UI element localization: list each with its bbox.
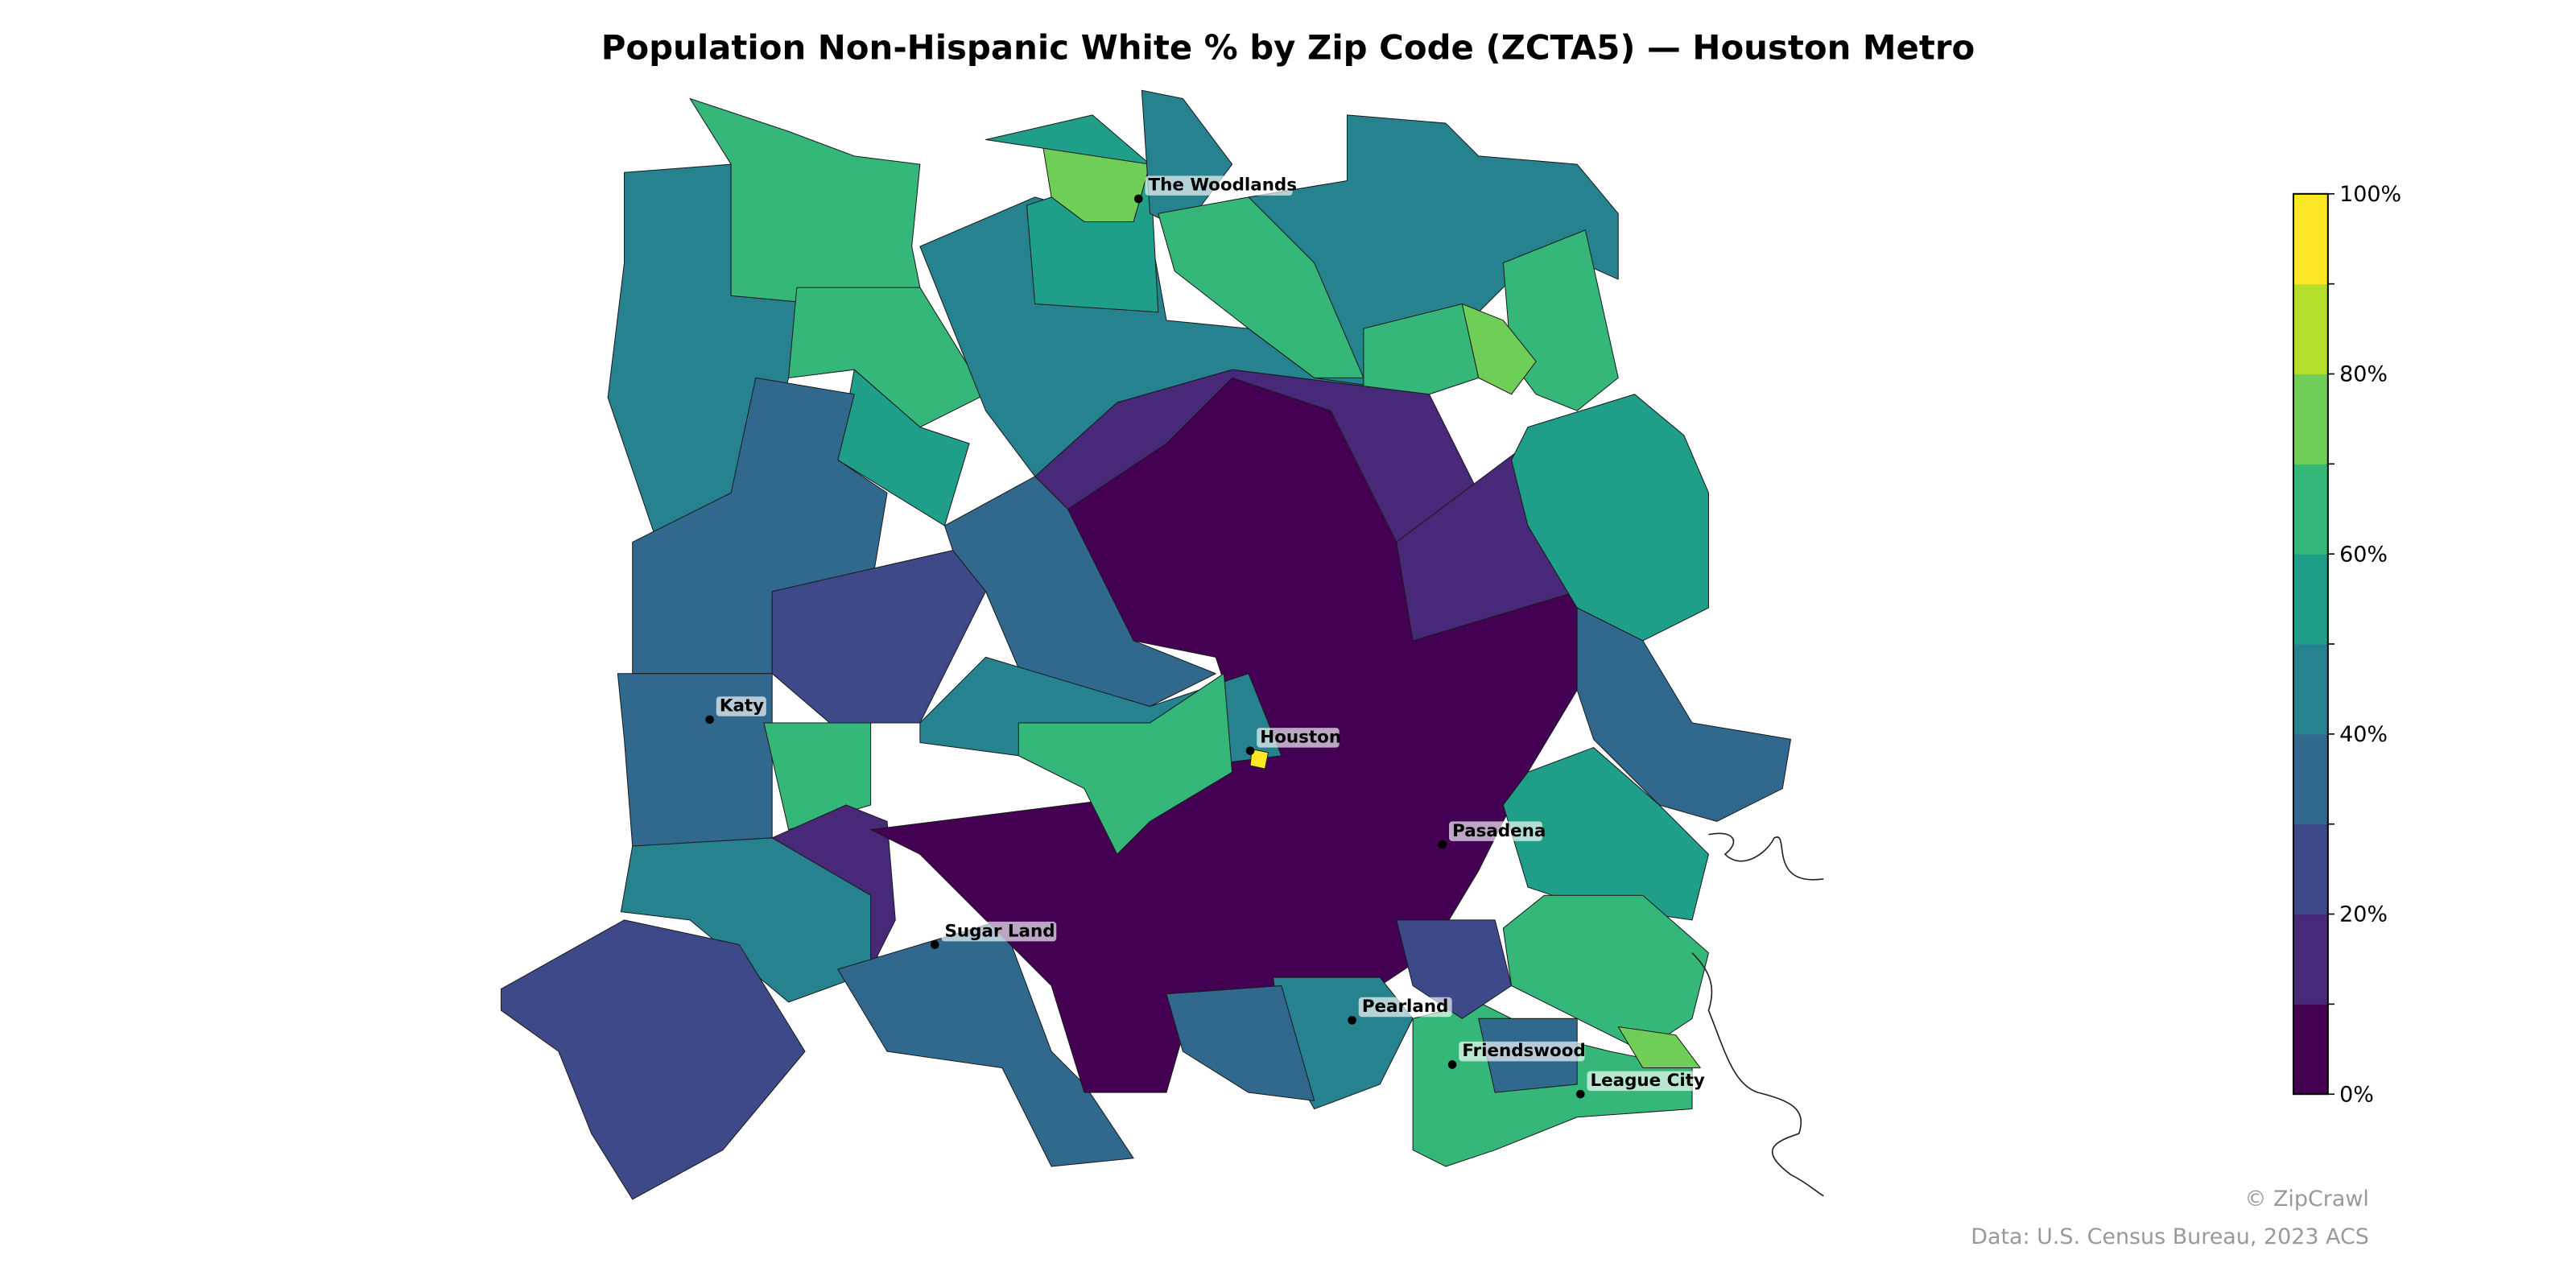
- colorbar-tick-label: 60%: [2339, 542, 2388, 567]
- city-dot: [1447, 1060, 1457, 1069]
- zip-region-atascocita: [1461, 303, 1537, 395]
- zip-region-baytown: [1576, 607, 1791, 822]
- colorbar-bin: [2293, 193, 2328, 285]
- city-dot: [1438, 840, 1447, 849]
- city-marker: Pearland: [1348, 997, 1452, 1025]
- zip-region-inner-loop-green: [1018, 673, 1233, 855]
- city-dot: [705, 715, 714, 724]
- city-label-bg: [1449, 821, 1542, 841]
- city-marker: Katy: [705, 696, 766, 724]
- city-label: Katy: [720, 696, 764, 716]
- zip-polygons: [500, 89, 1791, 1200]
- city-label: Pearland: [1362, 997, 1449, 1017]
- zip-region-southwest-inner: [771, 804, 896, 970]
- city-marker: Sugar Land: [930, 921, 1057, 949]
- zip-region-kemah: [1617, 1026, 1701, 1069]
- city-label: League City: [1591, 1071, 1705, 1091]
- colorbar-tick-label: 40%: [2339, 722, 2388, 747]
- city-dot: [1133, 194, 1143, 204]
- colorbar-bin: [2293, 914, 2328, 1005]
- city-label-bg: [1587, 1071, 1713, 1092]
- city-label-bg: [941, 921, 1057, 942]
- credit-text: © ZipCrawl: [2244, 1187, 2368, 1212]
- colorbar-bin: [2293, 733, 2328, 825]
- city-marker: Houston: [1245, 727, 1341, 755]
- city-label-bg: [1358, 997, 1452, 1018]
- zip-region-north: [689, 97, 921, 305]
- zip-region-downtown: [1249, 749, 1269, 770]
- colorbar-bin: [2293, 283, 2328, 375]
- colorbar-bin: [2293, 464, 2328, 555]
- city-label-bg: [716, 696, 766, 716]
- city-label-bg: [1257, 728, 1340, 748]
- colorbar-tick-label: 80%: [2339, 362, 2388, 387]
- colorbar-bin: [2293, 374, 2328, 464]
- city-label: The Woodlands: [1149, 175, 1297, 196]
- zip-region-south-fort-bend: [837, 919, 1134, 1167]
- city-label: Sugar Land: [944, 921, 1055, 941]
- city-dot: [930, 940, 939, 949]
- city-label: Houston: [1260, 727, 1341, 747]
- city-markers: The Woodlands Katy Houston Pasadena Sugar La…: [705, 175, 1713, 1099]
- zip-region-south-central: [1166, 985, 1315, 1101]
- zip-region-spring-east: [1158, 196, 1364, 378]
- city-label-bg: [1459, 1041, 1585, 1062]
- colorbar-tick-label: 100%: [2339, 182, 2401, 207]
- zip-region-far-southwest: [500, 919, 806, 1200]
- city-marker: The Woodlands: [1133, 175, 1297, 204]
- colorbar-bin: [2293, 644, 2328, 735]
- zip-region-east: [1511, 394, 1709, 642]
- colorbar-bin: [2293, 1004, 2328, 1095]
- colorbar-bin: [2293, 824, 2328, 915]
- city-marker: Friendswood: [1447, 1041, 1586, 1069]
- city-label: Friendswood: [1462, 1041, 1585, 1061]
- source-text: Data: U.S. Census Bureau, 2023 ACS: [1971, 1224, 2369, 1249]
- colorbar-tick-label: 20%: [2339, 902, 2388, 927]
- colorbar-bin: [2293, 554, 2328, 645]
- city-dot: [1245, 746, 1255, 755]
- city-label: Pasadena: [1452, 821, 1546, 841]
- city-marker: League City: [1575, 1071, 1713, 1099]
- coastline: [1691, 832, 1824, 1197]
- zip-region-humble: [1363, 303, 1480, 395]
- chart-title: Population Non-Hispanic White % by Zip C…: [601, 27, 1975, 67]
- colorbar: 0% 20% 40% 60% 80% 100%: [2292, 182, 2401, 1107]
- zip-region-katy-south: [763, 722, 872, 831]
- city-dot: [1348, 1016, 1356, 1025]
- city-label-bg: [1145, 175, 1293, 196]
- zip-region-southeast-inner: [1396, 919, 1513, 1019]
- colorbar-tick-label: 0%: [2339, 1082, 2374, 1107]
- city-marker: Pasadena: [1438, 821, 1546, 849]
- zip-region-central-west: [943, 476, 1216, 708]
- city-dot: [1575, 1089, 1585, 1099]
